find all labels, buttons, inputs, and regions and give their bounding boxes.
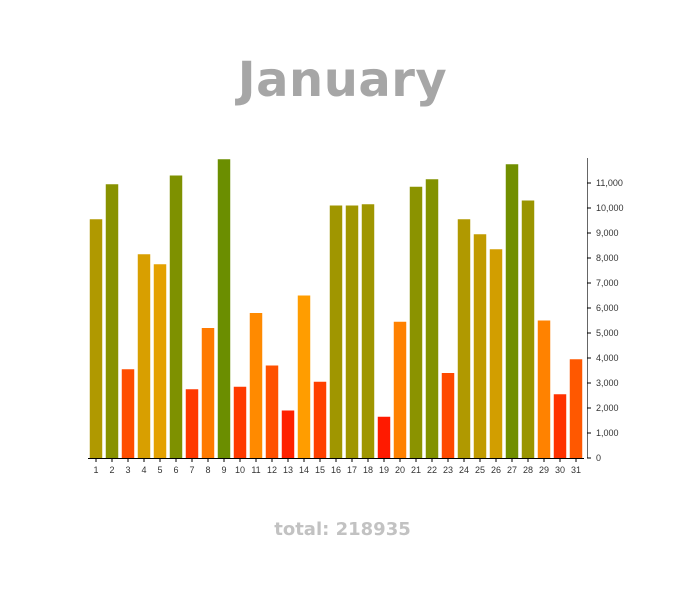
y-tick-label-3000: 3,000 <box>596 378 619 388</box>
bar-20 <box>393 321 407 458</box>
bar-10 <box>233 386 247 458</box>
bar-15 <box>313 381 327 458</box>
y-tick-label-11000: 11,000 <box>596 178 623 188</box>
bar-24 <box>457 219 471 458</box>
x-tick-label-16: 16 <box>331 465 341 475</box>
x-tick-label-4: 4 <box>141 465 146 475</box>
y-tick-label-10000: 10,000 <box>596 203 624 213</box>
x-tick-label-13: 13 <box>283 465 293 475</box>
bar-14 <box>297 295 311 458</box>
x-tick-label-22: 22 <box>427 465 437 475</box>
x-tick-label-3: 3 <box>125 465 130 475</box>
x-tick-label-18: 18 <box>363 465 373 475</box>
bar-27 <box>505 164 519 458</box>
x-tick-label-7: 7 <box>189 465 194 475</box>
bar-28 <box>521 200 535 458</box>
y-tick-label-7000: 7,000 <box>596 278 619 288</box>
x-tick-label-10: 10 <box>235 465 245 475</box>
x-tick-label-23: 23 <box>443 465 453 475</box>
bar-2 <box>105 184 119 458</box>
x-tick-label-29: 29 <box>539 465 549 475</box>
x-tick-label-25: 25 <box>475 465 485 475</box>
x-tick-label-9: 9 <box>221 465 226 475</box>
bar-29 <box>537 320 551 458</box>
x-tick-label-21: 21 <box>411 465 421 475</box>
x-tick-label-8: 8 <box>205 465 210 475</box>
x-tick-label-31: 31 <box>571 465 581 475</box>
x-tick-label-27: 27 <box>507 465 517 475</box>
bar-25 <box>473 234 487 458</box>
y-tick-label-6000: 6,000 <box>596 303 619 313</box>
x-tick-label-5: 5 <box>157 465 162 475</box>
x-tick-label-1: 1 <box>93 465 98 475</box>
bar-11 <box>249 313 263 458</box>
x-tick-label-24: 24 <box>459 465 469 475</box>
x-tick-label-28: 28 <box>523 465 533 475</box>
bar-9 <box>217 159 231 458</box>
bar-12 <box>265 365 279 458</box>
x-tick-label-20: 20 <box>395 465 405 475</box>
bar-7 <box>185 389 199 458</box>
bar-1 <box>89 219 103 458</box>
bar-19 <box>377 416 391 458</box>
bar-23 <box>441 373 455 458</box>
bar-4 <box>137 254 151 458</box>
bar-17 <box>345 205 359 458</box>
bar-22 <box>425 179 439 458</box>
x-tick-label-15: 15 <box>315 465 325 475</box>
x-tick-label-11: 11 <box>251 465 260 475</box>
x-tick-label-2: 2 <box>109 465 114 475</box>
y-tick-label-2000: 2,000 <box>596 403 619 413</box>
bar-3 <box>121 369 135 458</box>
y-tick-label-5000: 5,000 <box>596 328 619 338</box>
bar-16 <box>329 205 343 458</box>
x-axis: 1 2 3 4 5 6 7 8 9 10 11 12 13 14 15 16 17 18 19 20 21 22 23 24 2… <box>88 458 584 475</box>
bar-26 <box>489 249 503 458</box>
x-tick-label-14: 14 <box>299 465 309 475</box>
x-tick-label-17: 17 <box>347 465 357 475</box>
chart-title: January <box>237 52 448 108</box>
y-axis: 0 1,000 2,000 3,000 4,000 5,000 6,000 7,000 8,00… <box>587 158 624 463</box>
bar-31 <box>569 359 583 458</box>
y-tick-label-4000: 4,000 <box>596 353 619 363</box>
bar-21 <box>409 186 423 458</box>
bar-13 <box>281 410 295 458</box>
bar-18 <box>361 204 375 458</box>
bar-30 <box>553 394 567 458</box>
bars-group <box>89 159 583 458</box>
total-value: 218935 <box>335 519 411 540</box>
y-tick-label-1000: 1,000 <box>596 428 619 438</box>
bar-5 <box>153 264 167 458</box>
x-tick-label-12: 12 <box>267 465 277 475</box>
x-tick-label-26: 26 <box>491 465 501 475</box>
y-tick-label-8000: 8,000 <box>596 253 619 263</box>
bar-6 <box>169 175 183 458</box>
x-tick-label-6: 6 <box>173 465 178 475</box>
y-tick-label-9000: 9,000 <box>596 228 619 238</box>
total-summary: total: 218935 <box>0 519 685 540</box>
x-tick-label-30: 30 <box>555 465 565 475</box>
x-tick-label-19: 19 <box>379 465 389 475</box>
total-label: total: <box>274 519 330 540</box>
y-tick-label-0: 0 <box>596 453 601 463</box>
bar-8 <box>201 328 215 458</box>
